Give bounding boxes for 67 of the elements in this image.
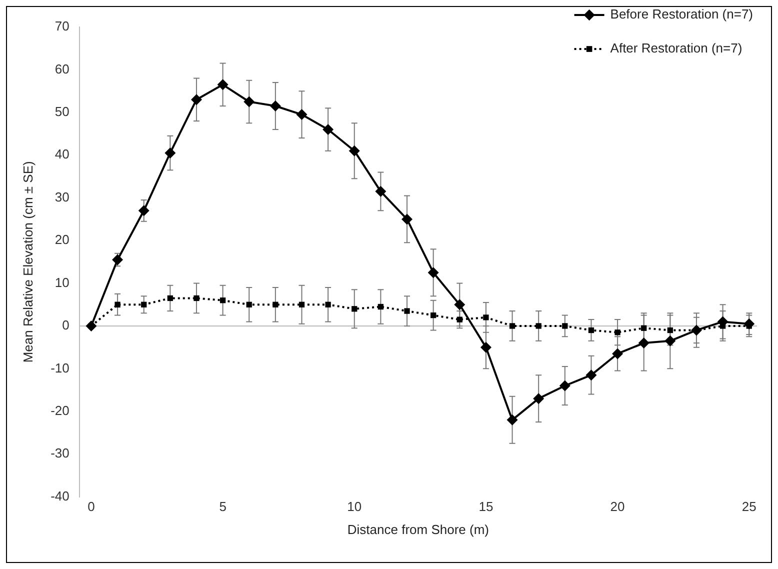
x-axis-title: Distance from Shore (m) [347, 522, 489, 537]
point [402, 214, 413, 225]
point [190, 94, 202, 106]
point [536, 323, 542, 329]
point [404, 308, 410, 314]
point [509, 323, 516, 329]
y-tick-label: 60 [54, 61, 70, 76]
point [559, 380, 570, 392]
point [375, 186, 386, 197]
y-tick-label: -40 [50, 488, 70, 504]
point [454, 299, 466, 310]
point [167, 295, 174, 302]
point [744, 318, 755, 330]
point [114, 302, 120, 308]
x-tick-label: 15 [478, 499, 494, 514]
legend-label: Before Restoration (n=7) [610, 6, 754, 22]
point [480, 342, 492, 353]
x-tick-label: 20 [610, 499, 625, 514]
y-tick-label: 70 [54, 18, 70, 34]
point [533, 393, 544, 404]
y-axis-title: Mean Relative Elevation (cm ± SE) [20, 161, 36, 363]
y-tick-label: 30 [54, 189, 70, 204]
x-tick-label: 5 [219, 499, 226, 514]
y-tick-label: -10 [50, 360, 70, 376]
point [588, 327, 594, 334]
y-tick-label: -20 [50, 402, 70, 418]
point [562, 323, 568, 329]
legend-label: After Restoration (n=7) [610, 40, 742, 56]
point [352, 306, 358, 312]
point [483, 314, 489, 320]
point [506, 414, 518, 426]
point [456, 316, 462, 322]
point [430, 312, 436, 318]
point [270, 100, 281, 112]
point [428, 267, 439, 278]
point [194, 295, 200, 302]
y-tick-label: 40 [54, 146, 70, 162]
point [220, 298, 226, 304]
point [641, 325, 647, 331]
y-tick-label: 10 [54, 274, 70, 290]
point [246, 302, 252, 308]
point [638, 338, 650, 349]
point [612, 348, 624, 360]
point [322, 124, 334, 135]
point [272, 302, 278, 308]
point [244, 96, 255, 108]
point [348, 145, 360, 156]
point [325, 302, 331, 308]
x-tick-label: 25 [742, 499, 756, 514]
y-tick-label: 0 [62, 318, 70, 333]
x-tick-label: 0 [88, 499, 95, 514]
point [217, 79, 228, 90]
point [141, 302, 147, 308]
y-tick-label: 50 [54, 104, 70, 119]
point [667, 327, 673, 334]
point [164, 147, 176, 158]
y-tick-label: 20 [54, 232, 70, 248]
point [586, 370, 597, 381]
point [296, 109, 308, 120]
point [138, 205, 150, 216]
point [378, 304, 384, 310]
point [664, 335, 676, 346]
x-tick-label: 10 [347, 499, 362, 514]
y-tick-label: -30 [50, 446, 70, 461]
point [614, 330, 620, 336]
point [86, 320, 97, 332]
point [298, 302, 305, 308]
